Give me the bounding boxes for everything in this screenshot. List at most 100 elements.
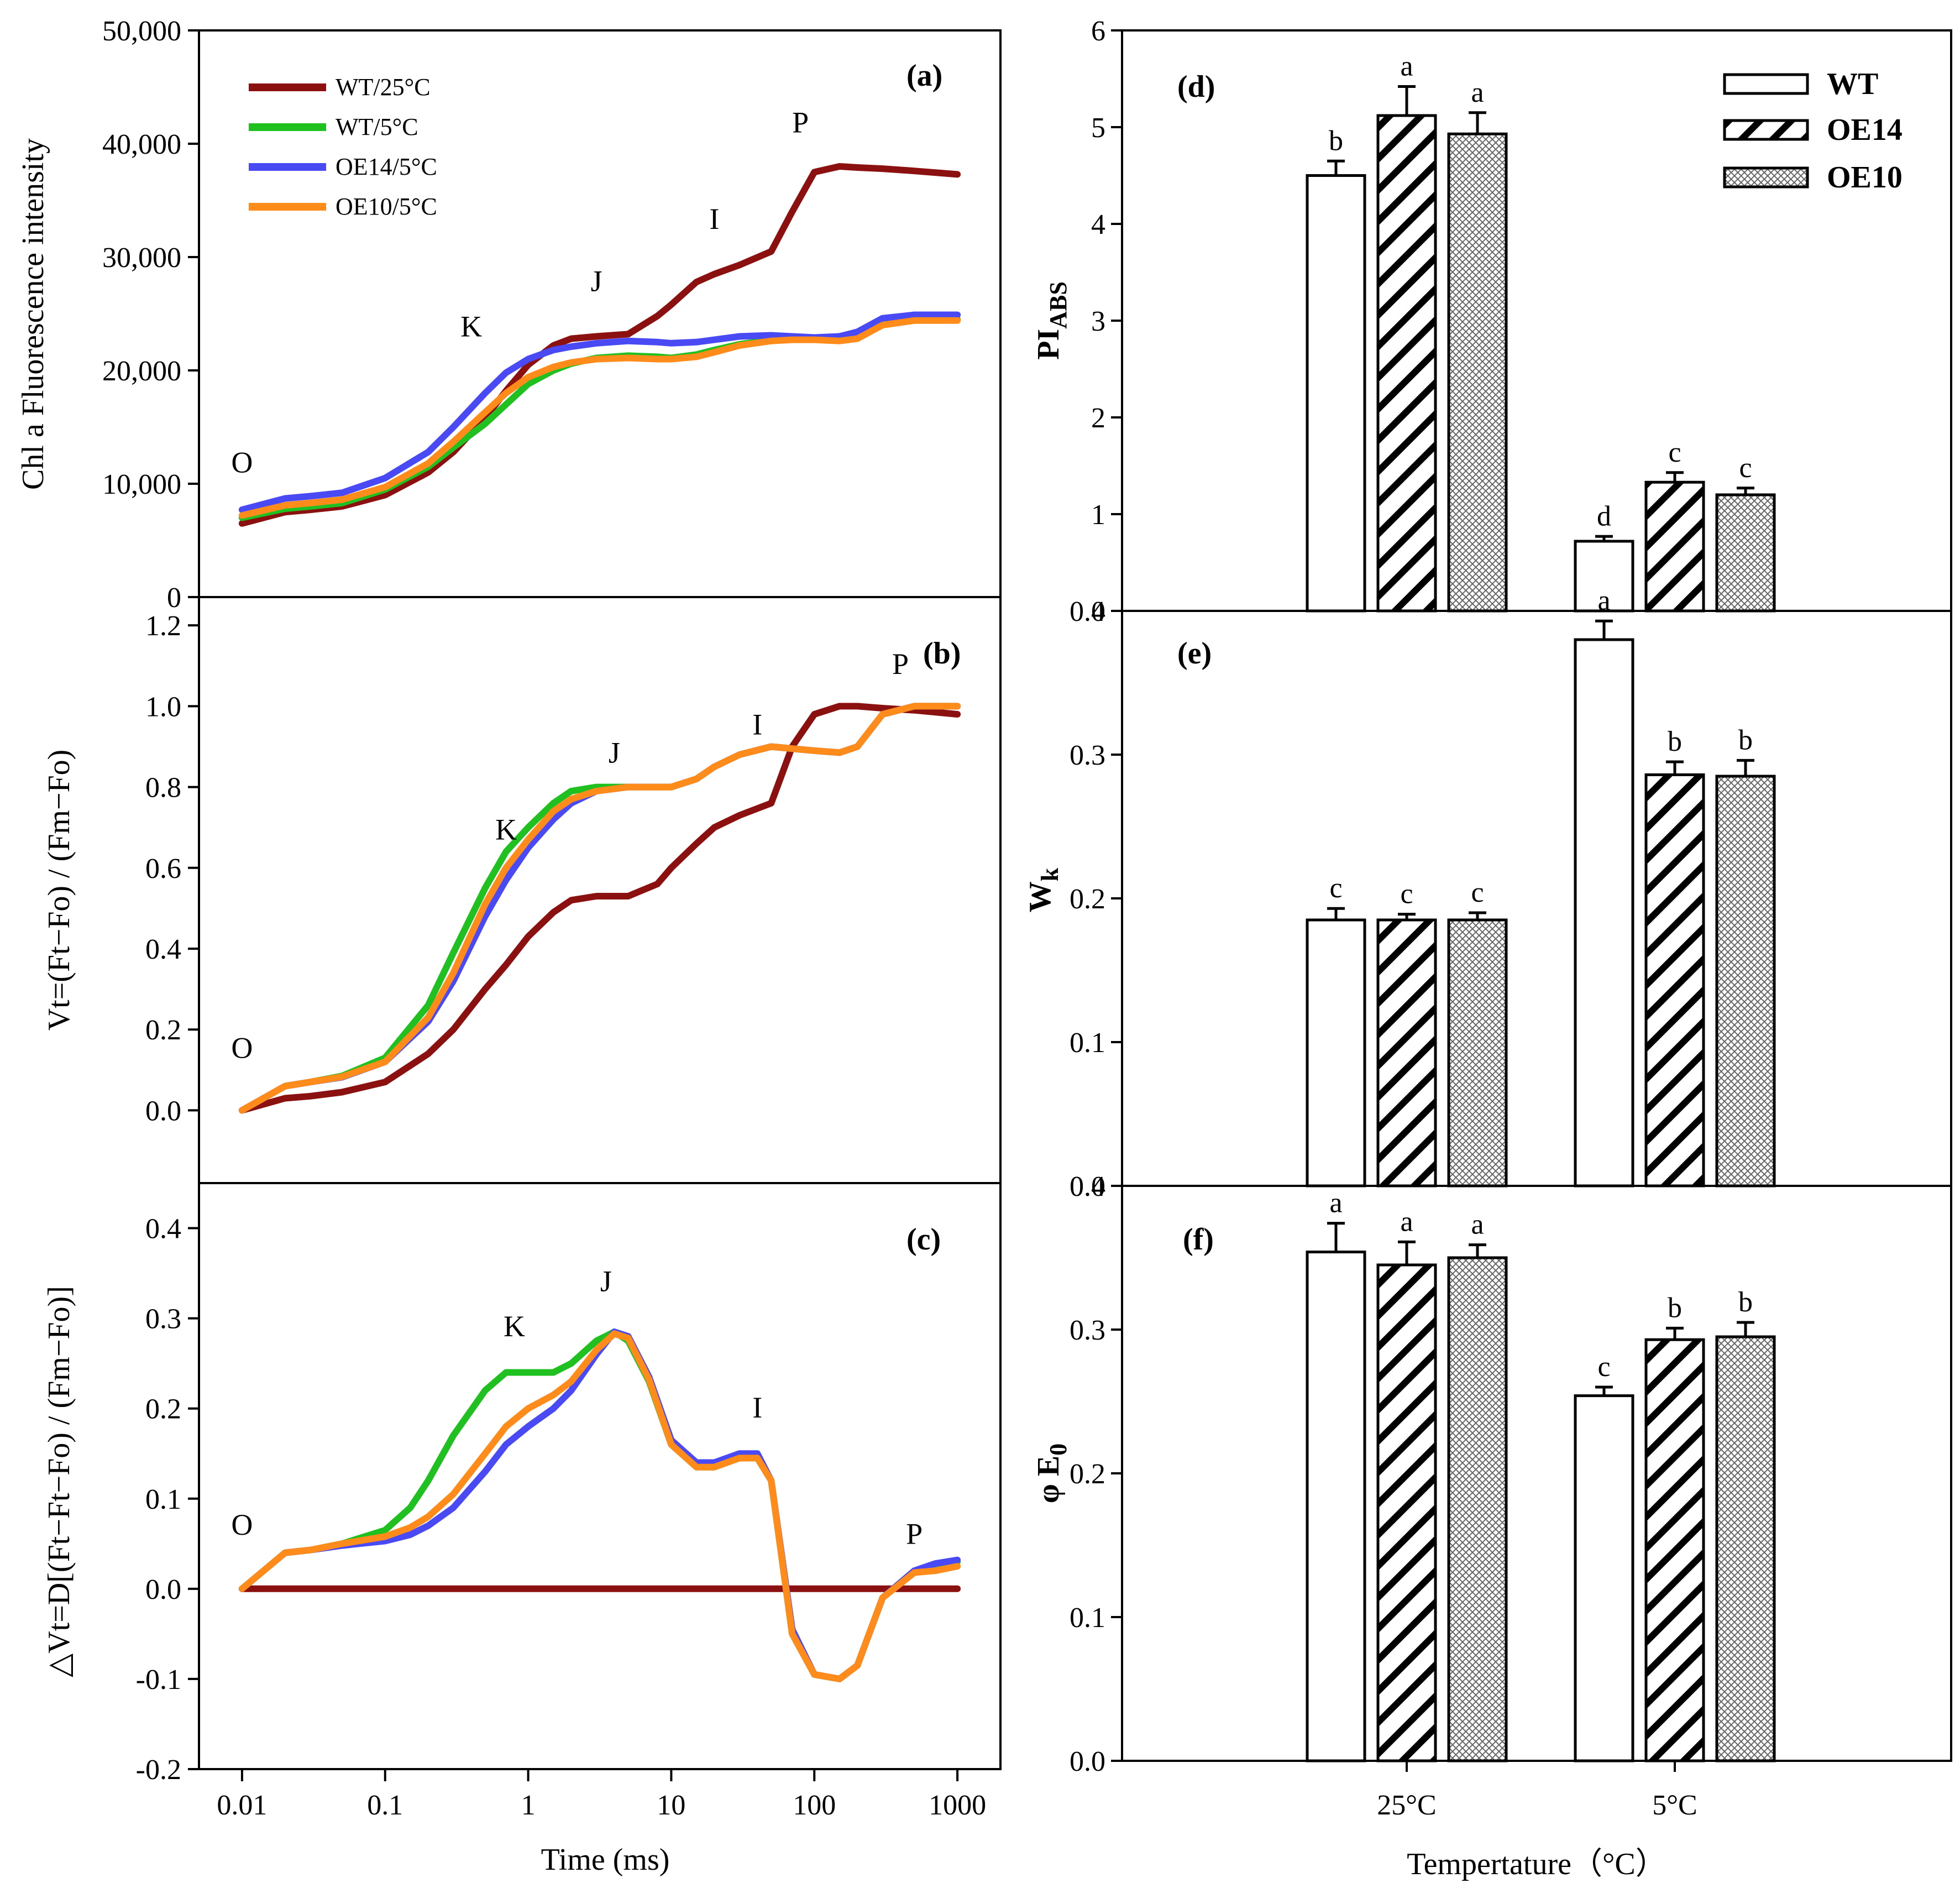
bar-wt-5-c bbox=[1574, 638, 1634, 1188]
panel-f-label: (f) bbox=[1183, 1222, 1214, 1257]
y-tick-label: 30,000 bbox=[102, 242, 181, 274]
panel-e: 0.0 0.1 0.2 0.3 0.4 c a c b c b (e) Wk bbox=[1023, 585, 1952, 1202]
legend-box-oe14 bbox=[1723, 119, 1809, 141]
point-label-j: J bbox=[609, 736, 620, 770]
y-tick-label: 0.1 bbox=[1070, 1027, 1105, 1059]
panel-a-point-labels: O K J I P bbox=[231, 106, 809, 479]
right-x-axis-label: Tempertature（°C） bbox=[1407, 1847, 1666, 1881]
bar-oe10-5-c bbox=[1715, 1335, 1776, 1762]
y-tick-label: 0.8 bbox=[145, 772, 181, 804]
point-label-p: P bbox=[906, 1517, 923, 1550]
significance-letter: a bbox=[1597, 585, 1610, 616]
y-tick-label: 0.0 bbox=[145, 1095, 181, 1127]
significance-letter: c bbox=[1400, 878, 1413, 910]
panel-d-y-axis: 0 1 2 3 4 5 6 bbox=[1091, 15, 1122, 627]
bar-oe14-5-c bbox=[1644, 1338, 1705, 1762]
significance-letter: b bbox=[1668, 726, 1682, 757]
panel-a-legend: WT/25°C WT/5°C OE14/5°C OE10/5°C bbox=[249, 74, 437, 220]
y-tick-label: 6 bbox=[1091, 15, 1105, 47]
bar-oe14-25-c bbox=[1376, 1263, 1437, 1762]
y-tick-label: 5 bbox=[1091, 112, 1105, 144]
panel-d-legend: WT OE14 OE10 bbox=[1723, 67, 1903, 195]
x-tick-label: 1 bbox=[521, 1790, 536, 1821]
legend-label-wt25: WT/25°C bbox=[336, 74, 431, 101]
panel-f-ylabel: φ E0 bbox=[1031, 1443, 1072, 1503]
panel-b-series bbox=[238, 703, 961, 1114]
panel-b-label: (b) bbox=[923, 636, 961, 671]
panel-d-bars: b d a c a c bbox=[1306, 51, 1776, 613]
right-x-axis: 25°C 5°C bbox=[1377, 1761, 1697, 1821]
significance-letter: a bbox=[1471, 77, 1484, 108]
significance-letter: c bbox=[1668, 437, 1681, 468]
significance-letter: c bbox=[1739, 452, 1752, 484]
significance-letter: b bbox=[1329, 125, 1343, 156]
point-label-p: P bbox=[892, 647, 909, 681]
series-line-oe14-5-c bbox=[238, 311, 961, 514]
y-tick-label: 0.6 bbox=[145, 853, 181, 885]
panel-e-bars: c a c b c b bbox=[1306, 585, 1776, 1188]
panel-c: -0.2 -0.1 0.0 0.1 0.2 0.3 0.4 O K J I P (c) △Vt=D[… bbox=[42, 1182, 1002, 1786]
x-tick-label: 10 bbox=[657, 1790, 685, 1821]
panel-d: 0 1 2 3 4 5 6 b d a c a c (d) PIABS WT OE14 OE10 bbox=[1031, 15, 1952, 627]
y-tick-label: 0.3 bbox=[1070, 1315, 1105, 1346]
bar-oe10-5-c bbox=[1715, 493, 1776, 613]
y-tick-label: 0 bbox=[1091, 596, 1105, 627]
bar-wt-25-c bbox=[1306, 918, 1366, 1188]
panel-d-ylabel: PIABS bbox=[1031, 281, 1072, 360]
x-tick-label: 0.01 bbox=[217, 1790, 267, 1821]
panel-c-y-axis: -0.2 -0.1 0.0 0.1 0.2 0.3 0.4 bbox=[136, 1214, 199, 1786]
panel-c-ylabel: △Vt=D[(Ft−Ft−Fo) / (Fm−Fo)] bbox=[42, 1286, 76, 1677]
bar-oe14-25-c bbox=[1376, 114, 1437, 613]
bar-oe14-5-c bbox=[1644, 480, 1705, 613]
series-line-oe10-5-c bbox=[238, 1330, 961, 1682]
panel-c-frame bbox=[198, 1182, 1002, 1770]
y-tick-label: 1.0 bbox=[145, 691, 181, 723]
y-tick-label: 0.3 bbox=[1070, 740, 1105, 771]
y-tick-label: -0.1 bbox=[136, 1664, 181, 1696]
y-tick-label: 0.4 bbox=[1070, 596, 1105, 627]
series-line-oe14-5-c bbox=[238, 703, 961, 1114]
panel-b: 0.0 0.2 0.4 0.6 0.8 1.0 1.2 O K J I P (b) Vt=(Ft−F… bbox=[42, 596, 1002, 1184]
series-line-oe10-5-c bbox=[238, 317, 961, 519]
left-x-axis-label: Time (ms) bbox=[541, 1843, 670, 1877]
significance-letter: b bbox=[1738, 724, 1753, 756]
series-line-wt-25-c bbox=[238, 703, 961, 1114]
legend-label-oe10: OE10 bbox=[1827, 160, 1903, 195]
y-tick-label: 1.2 bbox=[145, 610, 181, 642]
series-line-oe10-5-c bbox=[238, 703, 961, 1114]
y-tick-label: 0.1 bbox=[145, 1484, 181, 1515]
series-line-oe14-5-c bbox=[238, 1328, 961, 1682]
panel-e-y-axis: 0.0 0.1 0.2 0.3 0.4 bbox=[1070, 596, 1122, 1202]
significance-letter: a bbox=[1471, 1209, 1484, 1241]
panel-f-y-axis: 0.0 0.1 0.2 0.3 0.4 bbox=[1070, 1171, 1122, 1777]
y-tick-label: 0.2 bbox=[145, 1014, 181, 1046]
point-label-o: O bbox=[231, 1031, 253, 1064]
bar-oe14-25-c bbox=[1376, 918, 1437, 1188]
point-label-k: K bbox=[504, 1310, 525, 1343]
panel-a-label: (a) bbox=[906, 59, 942, 93]
y-tick-label: -0.2 bbox=[136, 1754, 181, 1786]
point-label-j: J bbox=[600, 1265, 612, 1298]
bar-oe10-5-c bbox=[1715, 775, 1776, 1188]
panel-e-ylabel: Wk bbox=[1023, 867, 1063, 912]
y-tick-label: 10,000 bbox=[102, 469, 181, 500]
significance-letter: c bbox=[1329, 872, 1342, 904]
y-tick-label: 4 bbox=[1091, 209, 1105, 240]
point-label-i: I bbox=[752, 708, 762, 741]
y-tick-label: 0.0 bbox=[1070, 1746, 1105, 1777]
panel-e-label: (e) bbox=[1177, 636, 1212, 671]
point-label-k: K bbox=[460, 310, 482, 343]
legend-label-wt: WT bbox=[1827, 67, 1878, 101]
significance-letter: c bbox=[1597, 1351, 1610, 1383]
y-tick-label: 0.3 bbox=[145, 1304, 181, 1335]
y-tick-label: 0.1 bbox=[1070, 1602, 1105, 1634]
significance-letter: a bbox=[1329, 1188, 1342, 1219]
y-tick-label: 0.4 bbox=[145, 934, 181, 965]
y-tick-label: 40,000 bbox=[102, 129, 181, 160]
bar-oe10-25-c bbox=[1447, 132, 1508, 613]
series-line-wt-5-c bbox=[238, 1328, 961, 1682]
y-tick-label: 20,000 bbox=[102, 355, 181, 387]
bar-wt-25-c bbox=[1306, 1251, 1366, 1762]
point-label-o: O bbox=[231, 446, 253, 479]
